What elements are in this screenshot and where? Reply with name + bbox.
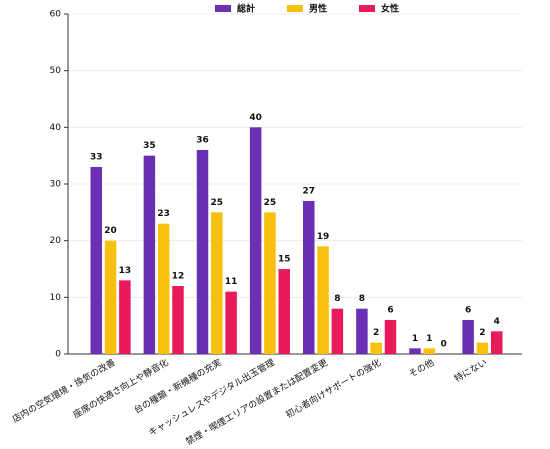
data-label: 4 bbox=[494, 317, 500, 327]
x-tick-label: 台の種類・新機種の充実 bbox=[132, 356, 224, 416]
data-label: 8 bbox=[334, 294, 340, 304]
data-label: 40 bbox=[249, 113, 262, 123]
bar bbox=[157, 223, 170, 354]
legend-label: 男性 bbox=[309, 3, 327, 15]
bar bbox=[196, 150, 209, 354]
data-label: 25 bbox=[211, 198, 224, 208]
y-tick-label: 0 bbox=[55, 350, 61, 360]
legend-label: 女性 bbox=[381, 3, 399, 15]
data-label: 15 bbox=[278, 255, 291, 265]
bar bbox=[225, 291, 237, 354]
y-tick-label: 60 bbox=[50, 10, 62, 20]
data-label: 23 bbox=[157, 209, 170, 219]
data-label: 12 bbox=[172, 272, 185, 282]
bar bbox=[462, 320, 474, 354]
data-label: 11 bbox=[225, 277, 238, 287]
bar bbox=[384, 320, 397, 354]
bar bbox=[119, 280, 131, 354]
bar bbox=[172, 286, 184, 354]
bar bbox=[409, 348, 421, 354]
legend-label: 総計 bbox=[237, 3, 255, 15]
legend-swatch bbox=[287, 5, 303, 12]
data-label: 20 bbox=[104, 226, 117, 236]
bar bbox=[104, 240, 117, 354]
bar bbox=[143, 155, 156, 354]
bar bbox=[211, 212, 223, 354]
bar bbox=[303, 201, 315, 354]
data-label: 19 bbox=[317, 232, 330, 242]
x-tick-label: 店内の空気環境・換気の改善 bbox=[10, 356, 117, 425]
bar bbox=[476, 342, 489, 354]
data-label: 2 bbox=[373, 328, 379, 338]
y-tick-label: 30 bbox=[50, 180, 62, 190]
data-label: 27 bbox=[302, 187, 315, 197]
data-label: 6 bbox=[387, 306, 393, 316]
bar bbox=[249, 127, 262, 354]
data-label: 1 bbox=[426, 334, 432, 344]
data-label: 36 bbox=[196, 136, 209, 146]
legend-swatch bbox=[359, 5, 375, 12]
x-tick-label: その他 bbox=[407, 356, 436, 380]
bar bbox=[370, 342, 382, 354]
x-tick-label: 座席の快適さ向上や静音化 bbox=[71, 356, 171, 420]
y-tick-label: 10 bbox=[50, 293, 62, 303]
data-label: 2 bbox=[479, 328, 485, 338]
data-label: 35 bbox=[143, 141, 156, 151]
y-tick-label: 20 bbox=[50, 236, 62, 246]
bar bbox=[317, 246, 329, 354]
bar bbox=[356, 308, 368, 354]
bar bbox=[278, 269, 290, 354]
y-tick-label: 40 bbox=[50, 123, 62, 133]
data-label: 13 bbox=[119, 266, 132, 276]
bar bbox=[331, 308, 344, 354]
bar bbox=[423, 348, 436, 354]
bar bbox=[490, 331, 503, 354]
data-label: 1 bbox=[412, 334, 418, 344]
bar bbox=[264, 212, 276, 354]
x-tick-label: 特にない bbox=[452, 356, 489, 384]
data-label: 0 bbox=[440, 340, 446, 350]
legend-swatch bbox=[215, 5, 231, 12]
data-label: 8 bbox=[359, 294, 365, 304]
y-tick-label: 50 bbox=[50, 66, 62, 76]
data-label: 33 bbox=[90, 153, 103, 163]
data-label: 6 bbox=[465, 306, 471, 316]
data-label: 25 bbox=[264, 198, 277, 208]
x-tick-label: 初心者向けサポートの強化 bbox=[283, 356, 383, 420]
bar bbox=[90, 167, 103, 354]
